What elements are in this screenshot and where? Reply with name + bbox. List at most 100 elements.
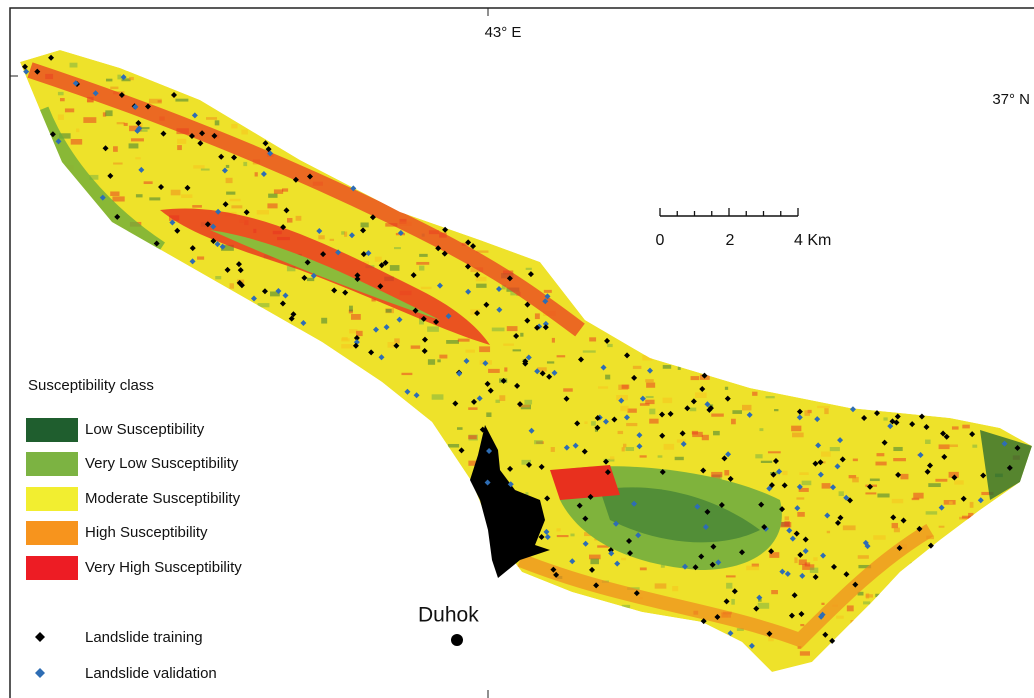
texture-cell [655,583,667,588]
texture-cell [802,481,812,486]
texture-cell [894,528,900,533]
texture-cell [507,326,518,331]
texture-cell [870,479,880,482]
texture-cell [458,339,470,342]
texture-cell [437,359,440,362]
texture-cell [954,480,963,484]
texture-cell [241,130,247,135]
texture-cell [939,526,945,528]
texture-cell [106,79,112,82]
texture-cell [544,290,552,293]
texture-cell [231,124,237,129]
texture-cell [853,459,858,462]
legend-swatch [26,556,78,580]
texture-cell [911,563,915,567]
texture-cell [215,276,221,279]
texture-cell [626,447,634,451]
texture-cell [177,145,182,150]
texture-cell [640,567,647,570]
texture-cell [800,651,810,655]
texture-cell [877,453,885,456]
texture-cell [476,284,486,288]
latitude-label: 37° N [992,91,1030,108]
texture-cell [457,427,463,430]
texture-cell [875,462,886,466]
texture-cell [690,408,696,412]
texture-cell [267,203,277,208]
texture-cell [551,447,555,452]
texture-cell [827,531,830,533]
texture-cell [766,396,775,398]
texture-cell [401,373,412,375]
texture-cell [893,447,902,451]
texture-cell [824,408,828,414]
texture-cell [110,87,118,89]
texture-cell [731,419,736,425]
texture-cell [495,400,499,403]
texture-cell [873,535,885,540]
texture-cell [640,455,647,457]
legend-label: Landslide training [85,629,203,646]
texture-cell [759,428,763,431]
texture-cell [724,470,729,475]
texture-cell [633,366,641,369]
texture-cell [113,146,118,152]
texture-cell [547,361,554,363]
texture-cell [663,398,673,404]
texture-cell [416,262,429,265]
texture-cell [678,367,681,370]
legend-point [35,668,45,678]
texture-cell [76,129,79,133]
legend-point [35,632,45,642]
legend-label: High Susceptibility [85,524,208,541]
texture-cell [758,603,769,609]
texture-cell [344,232,347,237]
texture-cell [702,435,709,440]
texture-cell [774,409,778,411]
texture-cell [675,457,684,460]
texture-cell [321,318,327,324]
texture-cell [274,189,283,194]
texture-cell [726,583,732,589]
scale-bar: 0 2 4 Km [656,208,832,249]
texture-cell [821,603,824,605]
texture-cell [658,455,663,457]
scale-label: 2 [726,232,735,249]
texture-cell [804,410,810,416]
texture-cell [791,426,801,432]
texture-cell [822,483,831,489]
texture-cell [952,426,959,429]
texture-cell [149,197,160,200]
texture-cell [230,283,234,288]
texture-cell [419,254,428,257]
texture-cell [149,99,162,104]
texture-cell [468,435,477,439]
texture-cell [645,379,653,382]
texture-cell [556,528,560,531]
texture-cell [755,454,762,458]
texture-cell [113,163,122,165]
texture-cell [970,502,974,508]
texture-cell [830,447,840,451]
texture-cell [623,444,626,448]
texture-cell [226,192,235,195]
texture-cell [421,287,432,289]
texture-cell [492,328,505,332]
texture-cell [131,138,144,141]
texture-cell [821,451,831,456]
texture-cell [563,388,573,391]
texture-cell [428,359,435,365]
texture-cell [520,333,523,337]
texture-cell [865,492,876,494]
texture-cell [607,344,612,347]
texture-cell [711,414,724,417]
texture-cell [144,181,153,184]
texture-cell [552,338,555,343]
texture-cell [65,108,74,112]
texture-cell [570,534,574,537]
texture-cell [726,575,736,577]
texture-cell [129,77,134,80]
texture-cell [70,63,78,68]
texture-cell [797,512,804,517]
texture-cell [341,338,349,341]
